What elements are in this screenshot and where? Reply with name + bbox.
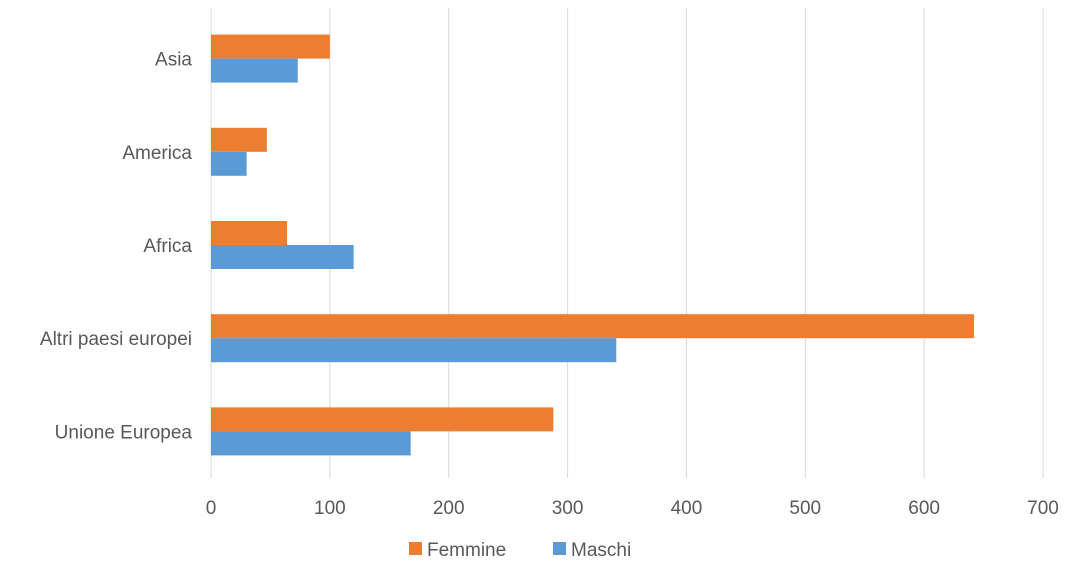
- legend: Femmine Maschi: [409, 540, 631, 561]
- category-label-asia: Asia: [155, 50, 192, 71]
- x-tick-label-300: 300: [552, 498, 584, 519]
- legend-label-maschi: Maschi: [571, 540, 631, 561]
- category-label-america: America: [122, 143, 192, 164]
- bar-femmine-unione-europea: [211, 407, 554, 432]
- gridlines: [210, 8, 1044, 478]
- legend-label-femmine: Femmine: [427, 540, 506, 561]
- category-label-africa: Africa: [143, 236, 192, 257]
- bar-maschi-asia: [211, 58, 298, 83]
- bar-maschi-america: [211, 151, 247, 176]
- x-tick-label-200: 200: [433, 498, 465, 519]
- category-labels: Unione Europea Altri paesi europei Africa A…: [40, 50, 193, 444]
- x-tick-label-100: 100: [314, 498, 346, 519]
- bar-maschi-altri-paesi-europei: [211, 338, 617, 363]
- category-label-unione-europea: Unione Europea: [55, 422, 193, 443]
- x-tick-label-400: 400: [671, 498, 703, 519]
- bar-femmine-altri-paesi-europei: [211, 314, 975, 339]
- bar-maschi-africa: [211, 245, 354, 269]
- legend-swatch-maschi: [553, 542, 566, 555]
- x-tick-label-700: 700: [1027, 498, 1059, 519]
- bar-maschi-unione-europea: [211, 431, 411, 456]
- bar-femmine-africa: [211, 221, 288, 245]
- x-tick-label-600: 600: [908, 498, 940, 519]
- x-axis-ticks: 0 100 200 300 400 500 600 700: [206, 498, 1059, 519]
- x-tick-label-500: 500: [789, 498, 821, 519]
- bar-femmine-asia: [211, 34, 330, 59]
- bars: [211, 34, 975, 456]
- category-label-altri-paesi-europei: Altri paesi europei: [40, 329, 192, 350]
- x-tick-label-0: 0: [206, 498, 217, 519]
- legend-swatch-femmine: [409, 542, 422, 555]
- bar-femmine-america: [211, 127, 267, 152]
